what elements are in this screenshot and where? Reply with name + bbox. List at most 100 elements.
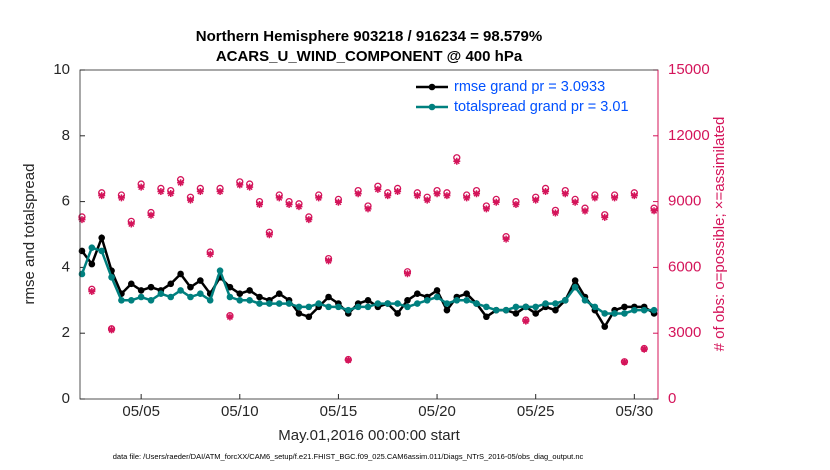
series-point xyxy=(611,310,618,317)
series-point xyxy=(88,260,96,268)
legend-marker xyxy=(428,83,436,91)
series-point xyxy=(187,293,194,301)
assimilated-point xyxy=(384,192,392,200)
series-point xyxy=(305,303,313,311)
series-point xyxy=(236,297,244,304)
assimilated-point xyxy=(630,192,638,200)
assimilated-point xyxy=(265,231,273,239)
series-point xyxy=(157,290,165,298)
assimilated-point xyxy=(591,194,599,202)
series-point xyxy=(256,300,263,307)
legend-label: totalspread grand pr = 3.01 xyxy=(454,99,629,115)
series-point xyxy=(226,293,234,301)
assimilated-point xyxy=(542,188,550,196)
assimilated-point xyxy=(433,190,441,198)
series-point xyxy=(364,297,372,304)
legend-marker xyxy=(428,103,436,111)
assimilated-point xyxy=(532,196,540,204)
series-point xyxy=(492,306,500,314)
series-point xyxy=(236,290,244,298)
series-point xyxy=(216,267,224,274)
series-point xyxy=(127,297,135,304)
assimilated-point xyxy=(403,270,411,278)
series-point xyxy=(187,283,194,291)
series-point xyxy=(463,297,470,304)
series-point xyxy=(423,297,431,304)
series-point xyxy=(522,303,530,311)
assimilated-point xyxy=(374,185,382,193)
series-point xyxy=(404,297,411,304)
assimilated-point xyxy=(127,220,135,228)
series-point xyxy=(167,293,175,301)
series-point xyxy=(394,310,401,317)
assimilated-point xyxy=(167,189,175,197)
y-tick-label: 6 xyxy=(62,193,70,210)
series-point xyxy=(650,306,658,314)
x-tick-label: 05/25 xyxy=(517,403,555,420)
assimilated-point xyxy=(226,313,234,321)
assimilated-point xyxy=(640,345,648,353)
series-point xyxy=(502,306,510,314)
assimilated-point xyxy=(354,190,362,198)
series-point xyxy=(275,290,283,298)
assimilated-point xyxy=(561,190,569,198)
series-point xyxy=(98,234,105,242)
series-point xyxy=(354,303,362,311)
series-point xyxy=(197,277,204,284)
series-point xyxy=(364,303,372,311)
series-point xyxy=(483,303,490,311)
assimilated-point xyxy=(137,183,145,191)
assimilated-point xyxy=(256,200,264,208)
series-point xyxy=(147,283,155,291)
series-point xyxy=(127,280,135,288)
assimilated-point xyxy=(512,200,520,208)
series-point xyxy=(384,300,392,307)
assimilated-point xyxy=(453,157,461,165)
series-point xyxy=(433,287,441,294)
series-point xyxy=(601,310,609,317)
assimilated-point xyxy=(246,183,254,191)
series-point xyxy=(581,297,589,304)
assimilated-point xyxy=(443,192,451,200)
assimilated-point xyxy=(473,190,481,198)
series-point xyxy=(177,287,184,294)
assimilated-point xyxy=(423,196,431,204)
assimilated-point xyxy=(117,194,125,202)
assimilated-point xyxy=(581,207,589,215)
series-point xyxy=(325,303,332,311)
series-point xyxy=(335,303,342,311)
y2-axis-label: # of obs: o=possible; ×=assimilated xyxy=(711,117,728,352)
series-point xyxy=(571,283,579,291)
series-point xyxy=(315,300,322,307)
series-point xyxy=(344,306,352,314)
plot-area xyxy=(80,70,658,399)
assimilated-point xyxy=(620,358,628,366)
series-point xyxy=(295,303,303,311)
x-tick-label: 05/05 xyxy=(122,403,160,420)
series-point xyxy=(197,290,204,298)
series-point xyxy=(246,297,253,304)
assimilated-point xyxy=(482,205,490,213)
series-point xyxy=(305,313,313,321)
y2-tick-label: 6000 xyxy=(668,258,701,275)
legend-box xyxy=(412,75,656,119)
assimilated-point xyxy=(463,194,471,202)
assimilated-point xyxy=(108,326,116,334)
series-point xyxy=(206,297,214,304)
assimilated-point xyxy=(601,213,609,221)
series-point xyxy=(483,313,490,321)
assimilated-point xyxy=(206,250,214,258)
assimilated-point xyxy=(315,194,323,202)
series-point xyxy=(404,303,411,311)
assimilated-point xyxy=(394,188,402,196)
series-point xyxy=(414,300,421,307)
y2-tick-label: 12000 xyxy=(668,127,710,144)
assimilated-point xyxy=(285,200,293,208)
legend-label: rmse grand pr = 3.0933 xyxy=(454,79,605,95)
footer: data file: /Users/raeder/DAI/ATM_forcXX/… xyxy=(113,452,584,461)
assimilated-point xyxy=(147,211,155,219)
series-point xyxy=(295,310,303,317)
series-point xyxy=(266,300,273,307)
series-point xyxy=(512,310,520,317)
